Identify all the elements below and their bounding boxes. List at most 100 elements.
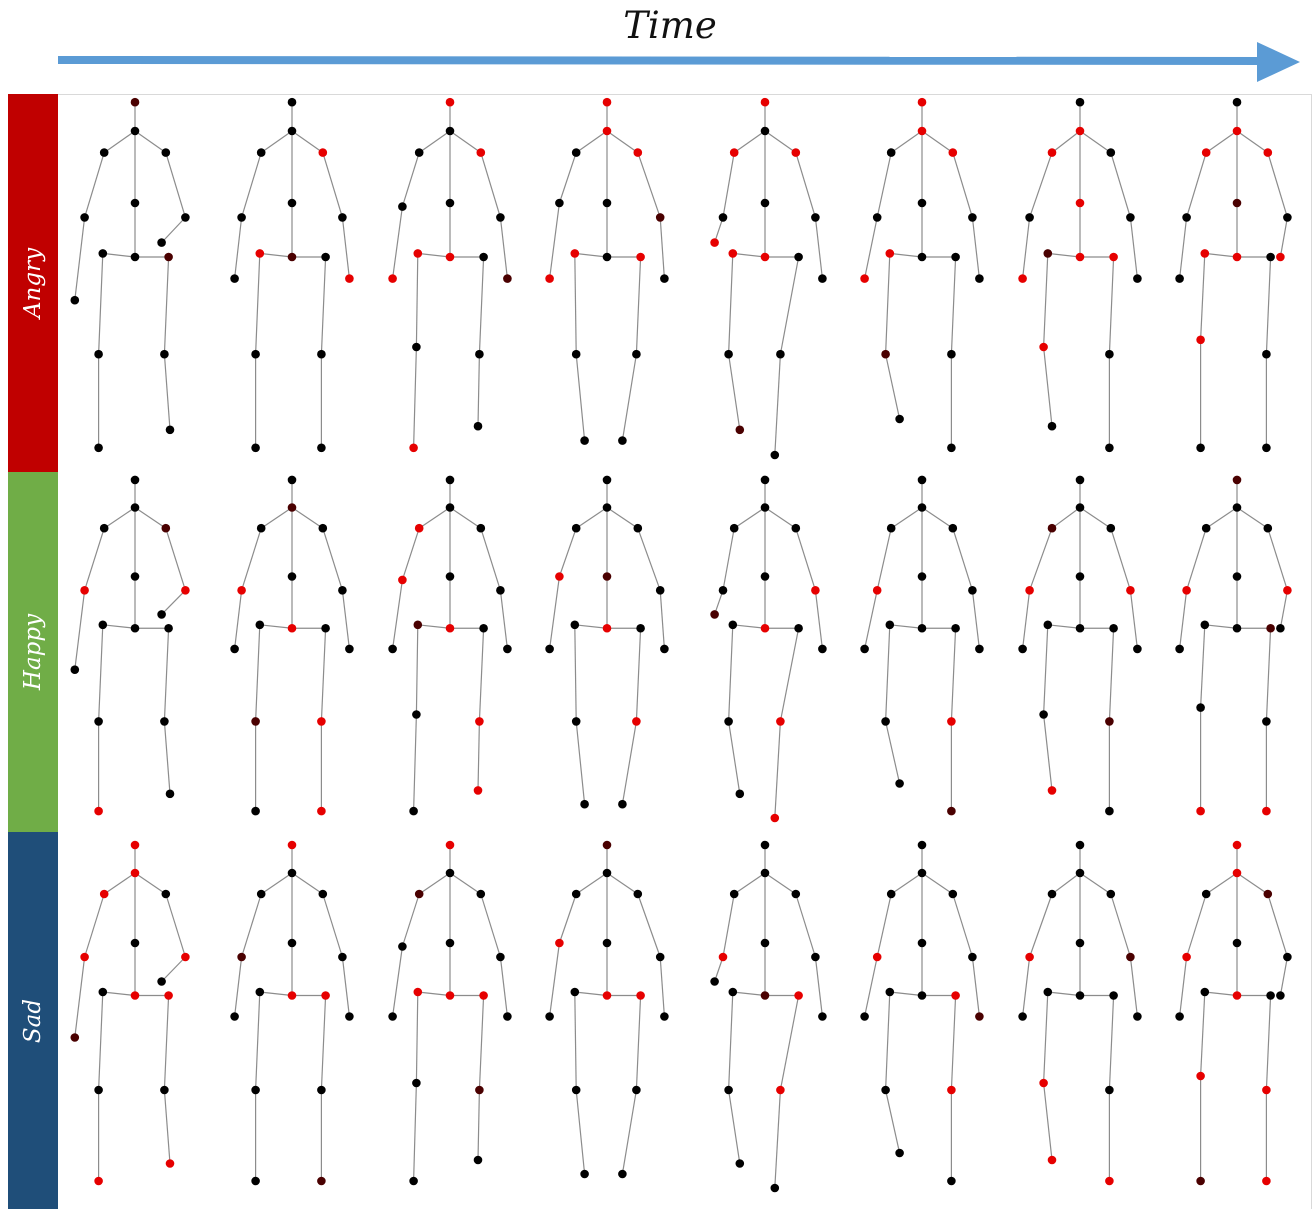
joint — [181, 213, 190, 222]
time-arrow-shaft — [57, 56, 1263, 65]
joint — [1075, 991, 1085, 1000]
bone — [764, 507, 797, 529]
skeleton-frame — [388, 840, 512, 1186]
joint — [760, 623, 770, 633]
joint — [602, 97, 612, 107]
skeleton-frame — [230, 840, 354, 1186]
joint — [618, 436, 627, 445]
joint — [1109, 252, 1118, 262]
joint — [776, 717, 785, 726]
joint — [1232, 475, 1242, 485]
bone — [1205, 507, 1238, 529]
joint — [476, 148, 486, 157]
bone — [1129, 217, 1138, 279]
joint — [164, 252, 173, 262]
joint — [1105, 349, 1114, 359]
bone — [733, 872, 766, 895]
joint — [872, 586, 882, 595]
joint — [881, 717, 890, 726]
joint — [729, 889, 739, 899]
joint — [975, 274, 984, 283]
joint — [760, 97, 770, 107]
joint — [70, 665, 80, 674]
bone — [320, 628, 327, 722]
joint — [1200, 987, 1210, 997]
joint — [811, 213, 820, 222]
joint — [287, 252, 297, 262]
joint — [445, 938, 455, 948]
joint — [818, 1012, 827, 1021]
joint — [917, 938, 927, 948]
joint — [580, 1169, 589, 1179]
joint — [1232, 126, 1242, 136]
joint — [636, 991, 645, 1000]
joint — [545, 644, 554, 654]
bone — [876, 893, 892, 958]
joint — [776, 1085, 785, 1095]
joint — [1196, 1176, 1205, 1186]
joint — [414, 523, 424, 533]
bone — [255, 624, 261, 722]
skeleton-frame — [710, 97, 827, 460]
joint — [724, 349, 733, 359]
joint — [660, 274, 669, 283]
joint — [1043, 987, 1053, 997]
joint — [237, 586, 246, 595]
bone — [1236, 872, 1269, 895]
bone — [575, 507, 608, 529]
bone — [1047, 991, 1081, 997]
joint — [760, 572, 770, 581]
bone — [728, 991, 734, 1091]
skeleton-frame — [860, 97, 984, 453]
joint — [503, 644, 512, 654]
joint — [1232, 572, 1242, 581]
joint — [287, 198, 297, 208]
joint — [655, 952, 665, 962]
joint — [130, 623, 140, 633]
bone — [890, 130, 923, 154]
bone — [1043, 1082, 1053, 1161]
joint — [794, 623, 803, 633]
joint — [130, 868, 140, 878]
joint — [791, 523, 801, 533]
bone — [1022, 956, 1031, 1017]
joint — [445, 572, 455, 581]
joint — [165, 789, 175, 799]
bone — [401, 528, 420, 581]
joint — [287, 126, 297, 136]
bone — [1051, 507, 1081, 529]
joint — [160, 717, 169, 726]
joint — [1262, 1176, 1271, 1186]
joint — [881, 1085, 890, 1095]
joint — [571, 349, 581, 359]
bone — [1043, 253, 1049, 348]
joint — [776, 349, 785, 359]
joint — [1262, 1085, 1271, 1095]
joint — [1232, 840, 1242, 850]
bone — [234, 217, 243, 279]
bone — [478, 628, 485, 722]
bone — [392, 579, 403, 650]
bone — [1110, 152, 1131, 218]
joint — [760, 840, 770, 850]
skeleton-frame — [860, 475, 984, 816]
joint — [1133, 644, 1142, 654]
joint — [256, 148, 266, 157]
joint — [409, 1176, 418, 1186]
bone — [1204, 991, 1238, 997]
bone — [1079, 507, 1112, 529]
joint — [811, 952, 820, 962]
bone — [449, 872, 482, 895]
joint — [479, 252, 488, 262]
bone — [574, 252, 608, 258]
joint — [886, 889, 896, 899]
joint — [1047, 1155, 1057, 1165]
joint — [948, 523, 958, 533]
joint — [580, 436, 589, 445]
skeleton-frame — [230, 475, 354, 816]
bone — [1079, 872, 1112, 895]
bone — [558, 893, 577, 944]
joint — [917, 503, 927, 512]
bone — [621, 721, 637, 805]
bone — [415, 991, 419, 1084]
